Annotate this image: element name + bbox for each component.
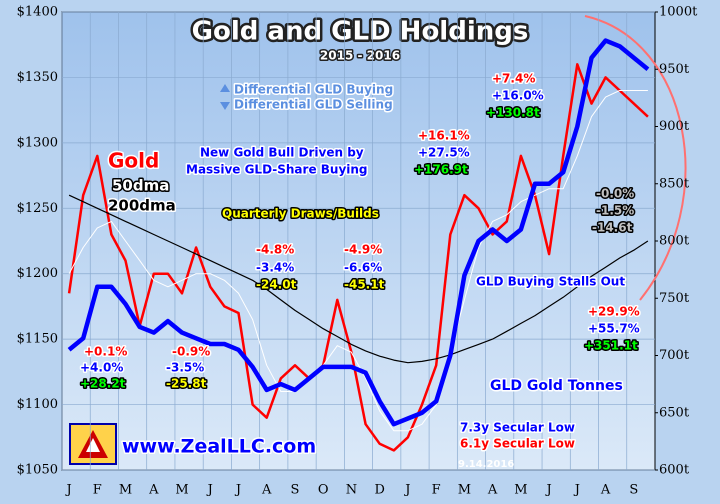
x-tick-label: M — [175, 483, 188, 498]
x-tick-label: J — [573, 483, 580, 498]
annotation: 9.14.2016 — [458, 459, 514, 470]
y-tick-label: $1150 — [17, 332, 58, 347]
annotation: -3.5% — [166, 361, 204, 375]
y2-tick-label: 950t — [659, 62, 690, 77]
annotation: +16.0% — [492, 89, 544, 103]
annotation: +176.9t — [414, 163, 468, 177]
annotation: Differential GLD Selling — [234, 98, 393, 112]
annotation: -24.0t — [256, 278, 297, 292]
x-tick-label: S — [629, 483, 638, 498]
plot-area — [61, 11, 656, 471]
y-tick-label: $1050 — [17, 463, 58, 478]
annotation: 6.1y Secular Low — [460, 437, 575, 451]
annotation: 7.3y Secular Low — [460, 421, 575, 435]
legend-label: GLD Gold Tonnes — [490, 378, 623, 394]
annotation: -25.8t — [166, 377, 207, 391]
annotation: +16.1% — [418, 129, 470, 143]
x-tick-label: A — [600, 483, 611, 498]
y2-tick-label: 700t — [659, 348, 690, 363]
chart-subtitle: 2015 - 2016 — [320, 49, 400, 63]
x-tick-label: N — [346, 483, 357, 498]
y2-tick-label: 750t — [659, 291, 690, 306]
y2-tick-label: 900t — [659, 119, 690, 134]
y2-tick-label: 1000t — [659, 5, 698, 20]
x-tick-label: M — [514, 483, 527, 498]
x-tick-label: F — [432, 483, 441, 498]
legend-label: 50dma — [112, 177, 169, 195]
legend-label: 200dma — [108, 197, 176, 215]
series-line — [68, 194, 649, 364]
y2-tick-label: 800t — [659, 234, 690, 249]
annotation: -4.8% — [256, 243, 294, 257]
y-tick-label: $1350 — [17, 70, 58, 85]
annotation: Quarterly Draws/Builds — [222, 207, 379, 221]
logo — [69, 423, 117, 465]
annotation: -0.9% — [172, 345, 210, 359]
annotation: +4.0% — [80, 361, 123, 375]
annotation: -45.1t — [344, 278, 385, 292]
annotation: Differential GLD Buying — [234, 83, 393, 97]
x-tick-label: A — [148, 483, 159, 498]
annotation: www.ZealLLC.com — [122, 436, 316, 458]
annotation: +7.4% — [492, 72, 535, 86]
x-tick-label: O — [318, 483, 329, 498]
legend-label: Gold — [108, 149, 159, 173]
y-tick-label: $1100 — [17, 397, 58, 412]
series-line — [68, 90, 648, 432]
annotation: New Gold Bull Driven by — [200, 146, 364, 160]
annotation: -0.0% — [596, 187, 634, 201]
annotation: +130.8t — [486, 106, 540, 120]
x-tick-label: M — [119, 483, 132, 498]
annotation: +27.5% — [418, 146, 470, 160]
y-tick-label: $1300 — [17, 135, 58, 150]
chart-title: Gold and GLD Holdings — [192, 17, 529, 47]
annotation: +55.7% — [588, 322, 640, 336]
annotation: -1.5% — [596, 204, 634, 218]
y-tick-label: $1250 — [17, 201, 58, 216]
annotation: -4.9% — [344, 243, 382, 257]
annotation: +29.9% — [588, 305, 640, 319]
x-tick-label: S — [291, 483, 300, 498]
annotation: -3.4% — [256, 261, 294, 275]
y-tick-label: $1200 — [17, 266, 58, 281]
annotation: Massive GLD-Share Buying — [186, 163, 368, 177]
x-tick-label: F — [93, 483, 102, 498]
annotation: -14.6t — [592, 221, 633, 235]
x-tick-label: J — [234, 483, 241, 498]
x-tick-label: A — [487, 483, 498, 498]
x-tick-label: J — [403, 483, 410, 498]
sell-triangle — [220, 102, 230, 110]
series-line — [67, 38, 650, 427]
x-tick-label: J — [64, 483, 71, 498]
arrow — [584, 15, 687, 301]
x-tick-label: J — [206, 483, 213, 498]
annotation: -6.6% — [344, 261, 382, 275]
annotation: GLD Buying Stalls Out — [476, 275, 625, 289]
x-tick-label: M — [458, 483, 471, 498]
annotation: +0.1% — [84, 345, 127, 359]
y2-tick-label: 600t — [659, 463, 690, 478]
x-tick-label: D — [374, 483, 384, 498]
y-tick-label: $1400 — [17, 5, 58, 20]
series-line — [67, 63, 649, 452]
x-tick-label: A — [261, 483, 272, 498]
y2-tick-label: 850t — [659, 176, 690, 191]
buy-triangle — [220, 84, 230, 92]
annotation: +351.1t — [584, 339, 638, 353]
x-tick-label: J — [544, 483, 551, 498]
annotation: +28.2t — [80, 377, 126, 391]
y2-tick-label: 650t — [659, 405, 690, 420]
